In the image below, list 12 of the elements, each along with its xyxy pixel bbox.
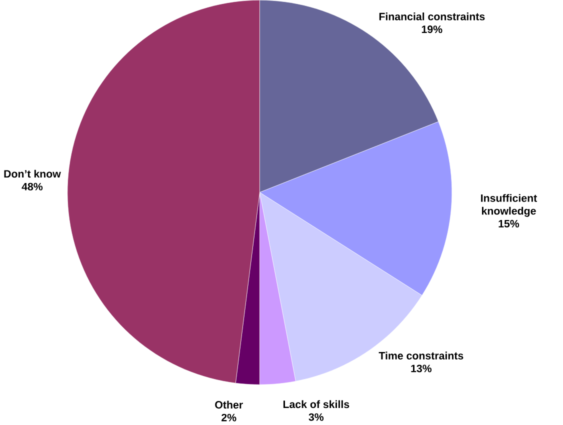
slice-label: Don’t know [4, 170, 61, 178]
slice-label: Financial constraints [379, 12, 485, 20]
data-label: 13% [411, 364, 432, 372]
data-label: 3% [308, 413, 324, 421]
data-label: 48% [22, 182, 43, 190]
slice-label: Other [215, 400, 243, 409]
data-label: 2% [222, 414, 236, 422]
slice-label: Insufficient knowledge [481, 194, 537, 217]
data-label: 19% [422, 26, 442, 34]
slice-label: Lack of skills [283, 400, 350, 408]
slice-label: Time constraints [378, 352, 464, 360]
data-label: 15% [498, 220, 520, 228]
